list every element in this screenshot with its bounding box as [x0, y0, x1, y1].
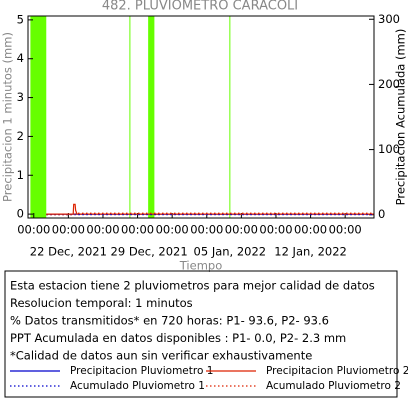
x-axis-label: Tiempo: [179, 259, 222, 273]
y-axis-label: Precipitacion 1 minutos (mm): [1, 32, 15, 202]
x-tick-label: 00:00: [190, 223, 223, 237]
x-tick-label: 00:00: [259, 223, 292, 237]
y-tick-label: 3: [17, 90, 24, 104]
legend-label: Precipitacion Pluviometro 1: [70, 365, 213, 377]
info-line: Esta estacion tiene 2 pluviometros para …: [10, 279, 375, 293]
x-tick-label: 00:00: [86, 223, 119, 237]
legend-label: Acumulado Pluviometro 1: [70, 380, 205, 392]
legend-label: Precipitacion Pluviometro 2: [266, 365, 408, 377]
x-tick-label: 00:00: [17, 223, 50, 237]
y-tick-label: 1: [17, 168, 24, 182]
info-line: % Datos transmitidos* en 720 horas: P1- …: [10, 314, 329, 328]
missing-data-band: [129, 16, 131, 218]
date-label: 22 Dec, 2021: [30, 245, 107, 259]
info-line: PPT Acumulada en datos disponibles : P1-…: [10, 331, 346, 345]
info-line: Resolucion temporal: 1 minutos: [10, 296, 193, 310]
missing-data-band: [148, 16, 155, 218]
y-tick-label: 2: [17, 129, 24, 143]
legend-box: [4, 270, 398, 398]
y2-tick-label: 300: [378, 12, 400, 26]
date-label: 12 Jan, 2022: [274, 245, 347, 259]
y2-axis-label: Precipitacion Acumulada (mm): [394, 29, 408, 206]
chart-title: 482. PLUVIOMETRO CARACOLI: [102, 0, 298, 14]
y-tick-label: 4: [17, 51, 24, 65]
date-label: 29 Dec, 2021: [111, 245, 188, 259]
x-tick-label: 00:00: [121, 223, 154, 237]
missing-data-band: [30, 16, 47, 218]
x-tick-label: 00:00: [294, 223, 327, 237]
legend-label: Acumulado Pluviometro 2: [266, 380, 401, 392]
missing-data-band: [229, 16, 231, 218]
y2-tick-label: 200: [378, 77, 400, 91]
y-tick-label: 5: [17, 12, 24, 26]
y2-tick-label: 100: [378, 142, 400, 156]
series-line: [46, 203, 374, 215]
x-tick-label: 00:00: [52, 223, 85, 237]
plot-frame: [27, 15, 375, 219]
y-tick-label: 0: [17, 207, 24, 221]
y2-tick-label: 0: [378, 207, 385, 221]
series-line: [46, 212, 374, 216]
info-line: *Calidad de datos aun sin verificar exha…: [10, 349, 312, 363]
x-tick-label: 00:00: [225, 223, 258, 237]
date-label: 05 Jan, 2022: [194, 245, 267, 259]
x-tick-label: 00:00: [329, 223, 362, 237]
x-tick-label: 00:00: [156, 223, 189, 237]
